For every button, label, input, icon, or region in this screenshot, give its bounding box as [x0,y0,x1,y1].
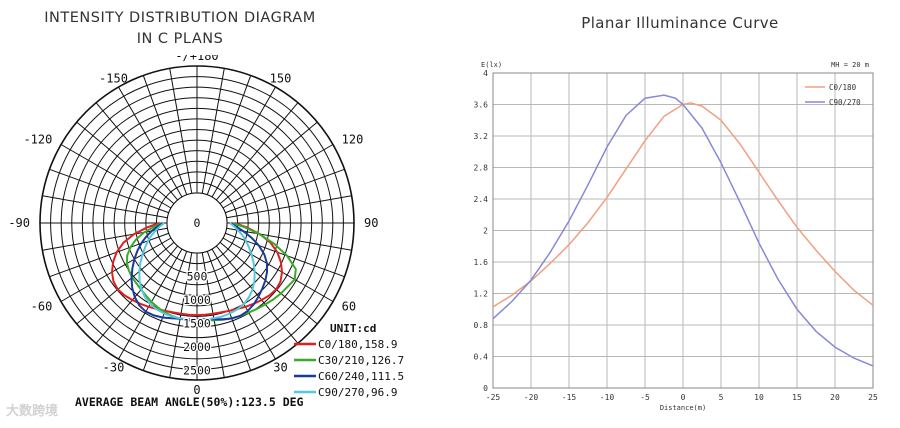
line-x-tick-label: 10 [754,393,764,402]
polar-angle-label: 30 [273,361,287,375]
line-x-tick-label: 20 [830,393,840,402]
polar-unit-label: UNIT:cd [330,322,376,335]
polar-grid-spoke [211,86,276,198]
polar-angle-label: 120 [342,133,364,147]
polar-angle-label: 60 [342,300,356,314]
polar-grid-spoke [206,75,252,195]
line-y-tick-label: 0.4 [474,353,489,362]
line-y-tick-label: 0 [483,384,488,393]
polar-grid-spoke [76,241,175,325]
polar-radial-tick-label: 1500 [183,317,211,331]
line-y-tick-label: 2.8 [474,164,489,173]
polar-title-line-1: INTENSITY DISTRIBUTION DIAGRAM [44,10,316,26]
polar-angle-label: -/+180 [175,55,218,63]
polar-radial-tick-label: 2000 [183,340,211,354]
line-y-tick-label: 0.8 [474,321,489,330]
line-x-tick-label: 25 [868,393,878,402]
line-y-tick-label: 1.6 [474,258,489,267]
line-x-tick-label: 5 [719,393,724,402]
polar-beam-angle-footer: AVERAGE BEAM ANGLE(50%):123.5 DEG [75,395,304,409]
polar-grid-spoke [95,102,179,201]
polar-grid-spoke [201,68,225,194]
line-legend-label-1: C90/270 [829,98,861,107]
line-x-tick-label: -25 [486,393,501,402]
polar-angle-label: 150 [270,71,292,85]
line-y-tick-label: 3.2 [474,132,489,141]
polar-grid-spoke [42,195,168,219]
line-x-tick-label: -5 [640,393,650,402]
line-series-curve-1 [492,94,874,367]
line-chart-title: Planar Illuminance Curve [581,14,779,32]
line-mounting-height-note: MH = 20 m [831,61,869,69]
line-x-tick-label: -15 [562,393,577,402]
line-y-tick-label: 1.2 [474,290,489,299]
polar-grid-spoke [60,237,172,302]
polar-legend-label-1: C30/210,126.7 [318,354,404,367]
polar-grid-spoke [169,252,193,378]
polar-grid-spoke [169,68,193,194]
line-y-tick-label: 2.4 [474,195,489,204]
line-y-tick-label: 2 [483,227,488,236]
line-x-tick-label: 0 [681,393,686,402]
polar-grid-spoke [76,121,175,205]
polar-grid-spoke [95,245,179,344]
polar-legend-label-3: C90/270,96.9 [318,386,397,399]
line-x-tick-label: -10 [600,393,615,402]
line-y-axis-label: E(lx) [481,61,502,69]
polar-radial-tick-label: 1000 [183,293,211,307]
polar-grid-spoke [142,75,188,195]
polar-grid-spoke [49,168,169,214]
line-legend-label-0: C0/180 [829,83,857,92]
polar-angle-label: -90 [8,216,30,230]
polar-series-curve-0 [110,222,284,317]
polar-series-curve-3 [138,222,256,321]
polar-grid-spoke [49,232,169,278]
polar-radial-tick-label: 2500 [183,364,211,378]
polar-legend-label-0: C0/180,158.9 [318,338,397,351]
polar-radial-tick-label: 500 [187,270,208,284]
watermark-text: 大数跨境 [6,404,59,419]
polar-title-line-2: IN C PLANS [136,31,224,47]
polar-angle-label: -120 [23,133,52,147]
polar-angle-label: -60 [31,300,53,314]
polar-grid-spoke [219,121,318,205]
polar-grid-spoke [215,245,299,344]
line-y-tick-label: 4 [483,69,488,78]
polar-grid-spoke [222,237,334,302]
line-x-tick-label: -20 [524,393,539,402]
polar-angle-label: -150 [99,71,128,85]
polar-angle-label: 90 [364,216,378,230]
polar-radial-tick-label: 0 [194,216,201,230]
polar-grid-spoke [60,144,172,209]
polar-chart-title: INTENSITY DISTRIBUTION DIAGRAM IN C PLAN… [20,8,340,50]
line-plot-frame [492,72,874,389]
polar-grid-spoke [225,168,345,214]
polar-grid-spoke [226,227,352,251]
polar-angle-label: 0 [193,383,200,397]
polar-angle-label: -30 [103,361,125,375]
line-series-curve-0 [492,102,874,308]
polar-grid-spoke [201,252,225,378]
line-x-tick-label: 15 [792,393,802,402]
line-x-axis-label: Distance(m) [660,404,706,412]
polar-grid-spoke [219,241,318,325]
polar-grid-spoke [226,195,352,219]
polar-intensity-chart: -/+180 -150 150 -120 120 -90 90 -60 60 -30 30 0 0 500… [8,55,404,409]
line-y-tick-label: 3.6 [474,101,489,110]
planar-illuminance-chart: -25 -20 -15 -10 -5 0 5 10 15 20 25 0 0.4 0.8 1.2 1.6 2 2.… [474,61,878,412]
polar-legend-label-2: C60/240,111.5 [318,370,404,383]
polar-grid-spoke [118,86,183,198]
polar-grid-spoke [222,144,334,209]
polar-grid-spoke [215,102,299,201]
